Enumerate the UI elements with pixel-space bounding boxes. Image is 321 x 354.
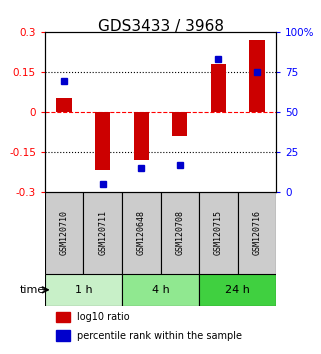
Text: GSM120715: GSM120715: [214, 210, 223, 255]
FancyBboxPatch shape: [83, 192, 122, 274]
Bar: [95, 112, 110, 170]
Bar: [211, 64, 226, 112]
FancyBboxPatch shape: [199, 274, 276, 306]
Text: 4 h: 4 h: [152, 285, 169, 295]
Bar: [134, 112, 149, 160]
Bar: [56, 312, 70, 322]
FancyBboxPatch shape: [199, 192, 238, 274]
Text: percentile rank within the sample: percentile rank within the sample: [77, 331, 242, 341]
Bar: [56, 98, 72, 112]
FancyBboxPatch shape: [238, 192, 276, 274]
Text: GDS3433 / 3968: GDS3433 / 3968: [98, 19, 223, 34]
FancyBboxPatch shape: [160, 192, 199, 274]
FancyBboxPatch shape: [122, 274, 199, 306]
Text: GSM120716: GSM120716: [252, 210, 261, 255]
FancyBboxPatch shape: [122, 192, 160, 274]
Bar: [56, 331, 70, 341]
Text: GSM120708: GSM120708: [175, 210, 184, 255]
Bar: [172, 112, 187, 136]
Text: 24 h: 24 h: [225, 285, 250, 295]
Bar: [249, 40, 265, 112]
FancyBboxPatch shape: [45, 274, 122, 306]
Text: time: time: [20, 285, 45, 295]
FancyBboxPatch shape: [45, 192, 83, 274]
Text: GSM120710: GSM120710: [60, 210, 69, 255]
Text: 1 h: 1 h: [75, 285, 92, 295]
Text: GSM120711: GSM120711: [98, 210, 107, 255]
Text: log10 ratio: log10 ratio: [77, 312, 130, 322]
Text: GSM120648: GSM120648: [137, 210, 146, 255]
